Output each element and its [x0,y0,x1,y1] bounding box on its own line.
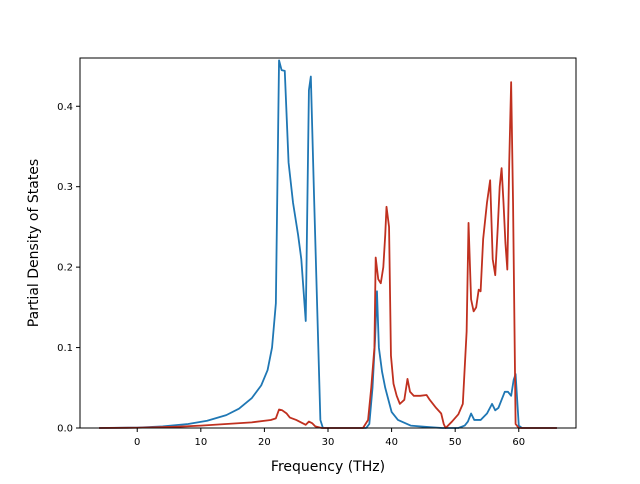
y-tick-label: 0.3 [57,182,73,193]
y-tick-label: 0.1 [57,343,73,354]
y-tick-label: 0.4 [57,102,73,113]
x-tick-label: 40 [385,437,398,448]
y-tick-label: 0.2 [57,263,73,274]
x-tick-label: 30 [322,437,335,448]
x-tick-label: 60 [512,437,525,448]
y-tick-label: 0.0 [57,424,73,435]
ticks-layer: 0 10 20 30 40 50 60 0.0 0.1 0.2 0.3 0.4 [57,102,525,448]
x-tick-label: 10 [194,437,207,448]
x-tick-label: 0 [134,437,140,448]
x-tick-label: 20 [258,437,271,448]
series-line-2 [99,81,557,429]
series-layer [99,59,557,429]
y-axis-label: Partial Density of States [26,159,42,327]
x-axis-label: Frequency (THz) [271,459,385,475]
x-tick-label: 50 [449,437,462,448]
